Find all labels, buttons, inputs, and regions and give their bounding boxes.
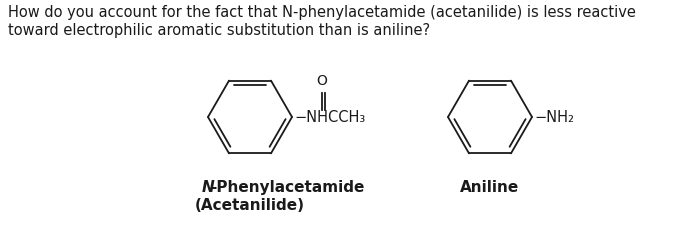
Text: −NH₂: −NH₂ (534, 110, 574, 125)
Text: O: O (317, 74, 327, 88)
Text: How do you account for the fact that N-phenylacetamide (acetanilide) is less rea: How do you account for the fact that N-p… (8, 5, 636, 20)
Text: N: N (202, 179, 215, 194)
Text: toward electrophilic aromatic substitution than is aniline?: toward electrophilic aromatic substituti… (8, 23, 431, 38)
Text: Aniline: Aniline (460, 179, 520, 194)
Text: -Phenylacetamide: -Phenylacetamide (210, 179, 365, 194)
Text: −NHCCH₃: −NHCCH₃ (294, 110, 365, 125)
Text: (Acetanilide): (Acetanilide) (195, 197, 305, 212)
